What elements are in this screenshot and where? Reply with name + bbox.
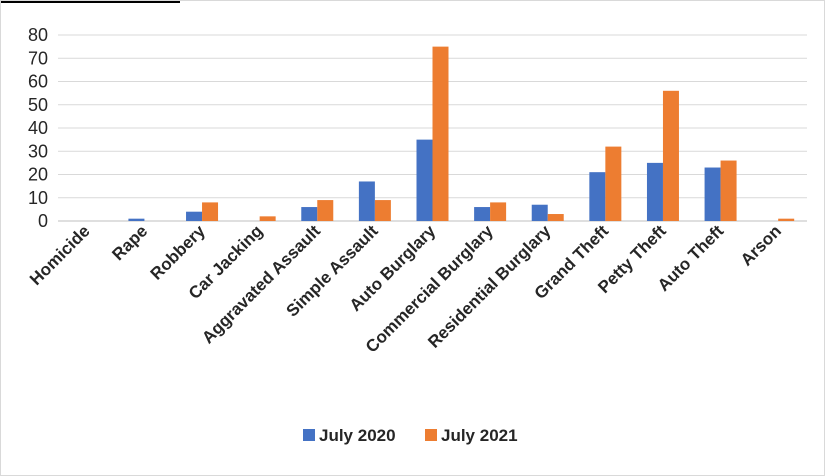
bar-july-2021-auto-theft [720,160,737,221]
x-category-label: Homicide [26,221,94,289]
bar-july-2020-commercial-burglary [474,207,491,221]
bars [128,46,795,221]
bar-july-2021-commercial-burglary [490,202,507,221]
bar-july-2021-petty-theft [662,90,679,221]
legend-label: July 2021 [441,426,518,445]
bar-july-2021-car-jacking [259,216,276,221]
top-border-line [1,1,180,3]
legend-label: July 2020 [319,426,396,445]
y-tick-label: 0 [38,211,48,231]
y-tick-label: 60 [28,72,48,92]
bar-july-2021-robbery [202,202,219,221]
bar-july-2020-robbery [186,211,203,221]
legend: July 2020 July 2021 [303,426,518,445]
bar-july-2021-simple-assault [374,200,391,221]
y-tick-label: 10 [28,188,48,208]
bar-july-2020-grand-theft [589,172,606,221]
y-tick-label: 50 [28,95,48,115]
y-tick-label: 20 [28,165,48,185]
bar-july-2020-aggravated-assault [301,207,318,221]
bar-july-2021-arson [778,218,795,221]
y-axis-ticks: 0 10 20 30 40 50 60 70 80 [28,25,48,231]
legend-swatch-july-2021 [425,429,437,441]
y-tick-label: 80 [28,25,48,45]
bar-july-2021-auto-burglary [432,46,449,221]
bar-july-2021-grand-theft [605,146,622,221]
bar-july-2020-auto-theft [704,167,721,221]
x-category-label: Rape [108,221,151,264]
y-tick-label: 40 [28,118,48,138]
bar-july-2020-rape [128,218,145,221]
bar-july-2020-auto-burglary [416,139,433,221]
bar-july-2021-residential-burglary [547,214,564,221]
bar-july-2021-aggravated-assault [317,200,334,221]
bar-july-2020-residential-burglary [531,204,548,221]
x-category-label: Arson [737,221,785,269]
bar-july-2020-petty-theft [646,162,663,221]
bar-july-2020-simple-assault [358,181,375,221]
y-tick-label: 30 [28,141,48,161]
legend-swatch-july-2020 [303,429,315,441]
y-tick-label: 70 [28,48,48,68]
